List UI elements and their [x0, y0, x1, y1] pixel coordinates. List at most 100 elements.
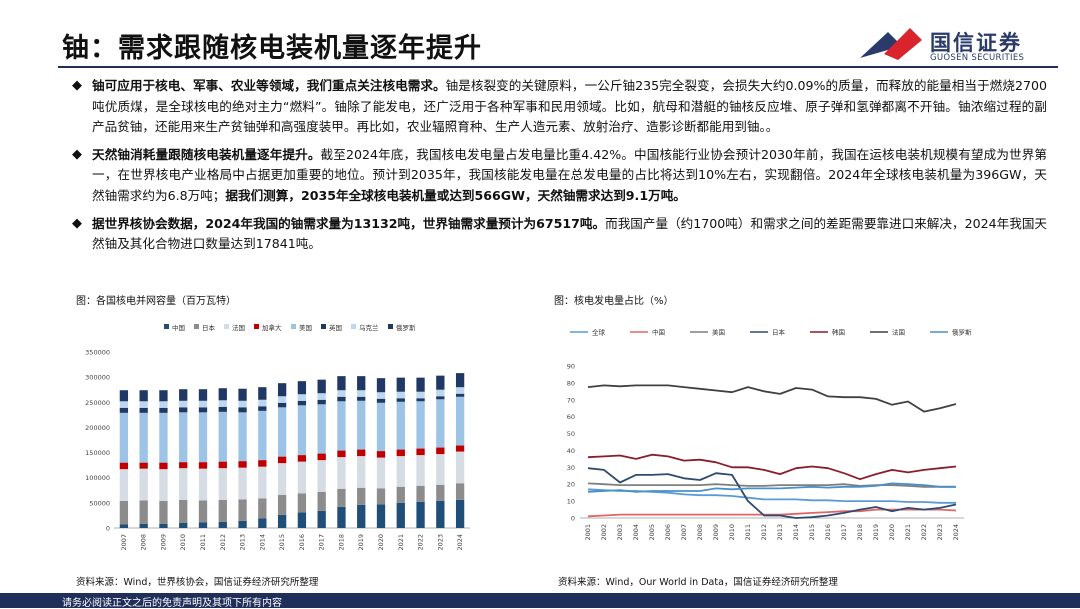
left-figure-title: 图：各国核电并网容量（百万瓦特） — [76, 296, 236, 307]
bar-segment — [317, 510, 326, 528]
bar-segment — [238, 388, 247, 401]
bar-segment — [179, 522, 188, 528]
bar-segment — [119, 469, 129, 501]
right-figure-source: 资料来源：Wind，Our World in Data，国信证券经济研究所整理 — [558, 577, 838, 588]
x-tick-label: 2021 — [904, 524, 912, 541]
bar-segment — [357, 487, 366, 505]
legend-label: 俄罗斯 — [396, 323, 416, 332]
bar-segment — [119, 524, 129, 528]
right-figure-title: 图：核电发电量占比（%） — [554, 296, 674, 307]
bar-segment — [258, 466, 267, 499]
bar-segment — [179, 389, 188, 401]
bar-segment — [357, 376, 366, 391]
series-line — [587, 482, 956, 488]
bar-segment — [218, 461, 227, 469]
title-divider — [58, 66, 1058, 68]
bar-segment — [179, 400, 188, 408]
x-tick-label: 2009 — [712, 524, 720, 541]
bar-segment — [455, 483, 465, 500]
x-tick-label: 2007 — [120, 534, 128, 551]
bar-segment — [258, 399, 267, 407]
bar-segment — [455, 393, 465, 397]
bar-segment — [238, 520, 247, 528]
series-line — [587, 453, 957, 481]
bullet-item: ◆ 天然铀消耗量跟随核电装机量逐年提升。截至2024年底，我国核电发电量占发电量… — [72, 145, 1047, 207]
bar-segment — [238, 400, 247, 408]
bar-segment — [436, 454, 445, 485]
bar-segment — [436, 399, 445, 448]
x-tick-label: 2003 — [616, 524, 624, 541]
legend-label: 美国 — [299, 323, 312, 332]
bar-segment — [416, 501, 425, 528]
bar-segment — [436, 500, 445, 528]
x-tick-label: 2011 — [744, 524, 752, 541]
bar-segment — [396, 377, 405, 392]
bar-segment — [159, 390, 168, 402]
series-line — [587, 384, 957, 413]
bar-segment — [159, 469, 168, 501]
y-tick-label: 90 — [567, 363, 575, 371]
bar-segment — [218, 411, 227, 462]
x-tick-label: 2012 — [219, 534, 227, 551]
bar-segment — [317, 399, 326, 405]
bar-segment — [396, 502, 405, 528]
bar-segment — [218, 521, 227, 528]
bar-segment — [455, 451, 465, 484]
bar-segment — [277, 407, 287, 457]
bar-segment — [297, 512, 307, 528]
bar-segment — [198, 500, 208, 523]
bar-segment — [277, 514, 287, 528]
bar-segment — [277, 383, 287, 397]
bar-segment — [337, 488, 346, 507]
bar-segment — [297, 493, 307, 513]
page-title: 铀：需求跟随核电装机量逐年提升 — [62, 33, 482, 64]
bar-segment — [258, 387, 267, 400]
bar-segment — [119, 407, 129, 413]
series-line — [587, 467, 957, 519]
footer-bar: 请务必阅读正文之后的免责声明及其项下所有内容 — [0, 593, 1080, 609]
bar-segment — [119, 390, 129, 402]
bar-segment — [179, 412, 188, 463]
y-tick-label: 200000 — [85, 424, 110, 432]
bullet-bold-text: 据我们测算，2035年全球核电装机量或达到566GW，天然铀需求达到9.1万吨。 — [225, 187, 686, 203]
x-tick-label: 2012 — [760, 524, 768, 541]
legend-swatch — [351, 324, 356, 329]
bar-segment — [416, 485, 425, 502]
x-tick-label: 2016 — [298, 534, 306, 551]
x-tick-label: 2013 — [776, 524, 784, 541]
bar-segment — [159, 412, 168, 463]
legend-label: 法国 — [232, 323, 245, 332]
bar-segment — [139, 407, 148, 413]
legend-swatch — [224, 324, 229, 329]
bar-segment — [119, 500, 129, 525]
y-tick-label: 20 — [567, 481, 575, 489]
bar-segment — [416, 398, 425, 402]
bar-segment — [396, 456, 405, 487]
x-tick-label: 2020 — [377, 534, 385, 551]
bullet-bold-text: 铀可应用于核电、军事、农业等领域，我们重点关注核电需求。 — [92, 78, 446, 93]
bar-segment — [455, 499, 465, 528]
x-tick-label: 2015 — [808, 524, 816, 541]
bar-segment — [416, 448, 425, 456]
y-tick-label: 250000 — [85, 399, 110, 407]
bar-segment — [238, 407, 247, 413]
disclaimer-text: 请务必阅读正文之后的免责声明及其项下所有内容 — [62, 598, 282, 609]
bar-segment — [416, 455, 425, 486]
bar-segment — [337, 376, 346, 391]
bar-segment — [317, 393, 326, 400]
bar-segment — [396, 486, 405, 503]
capacity-bar-chart: 中国 日本 法国 加拿大 美国 英国 乌克兰 俄罗斯 0 50000 100000 150000 200… — [72, 306, 542, 570]
bar-segment — [179, 407, 188, 413]
y-tick-label: 0 — [571, 515, 575, 523]
bar-segment — [198, 389, 208, 401]
bullet-text: 而我国产量（约1700吨）和需求之间的差距需要靠进口来解决，2024年我国天然铀… — [92, 215, 1048, 252]
x-tick-label: 2023 — [436, 534, 444, 551]
x-tick-label: 2024 — [456, 534, 464, 551]
logo-text-cn: 国信证券 — [930, 31, 1022, 55]
bar-segment — [218, 400, 227, 407]
bar-segment — [198, 468, 208, 501]
bar-segment — [436, 484, 445, 501]
bar-segment — [396, 449, 405, 457]
bar-segment — [198, 400, 208, 408]
bullet-text: 截至2024年底，我国核电发电量占发电量比重4.42%。中国核能行业协会预计20… — [92, 146, 1048, 203]
